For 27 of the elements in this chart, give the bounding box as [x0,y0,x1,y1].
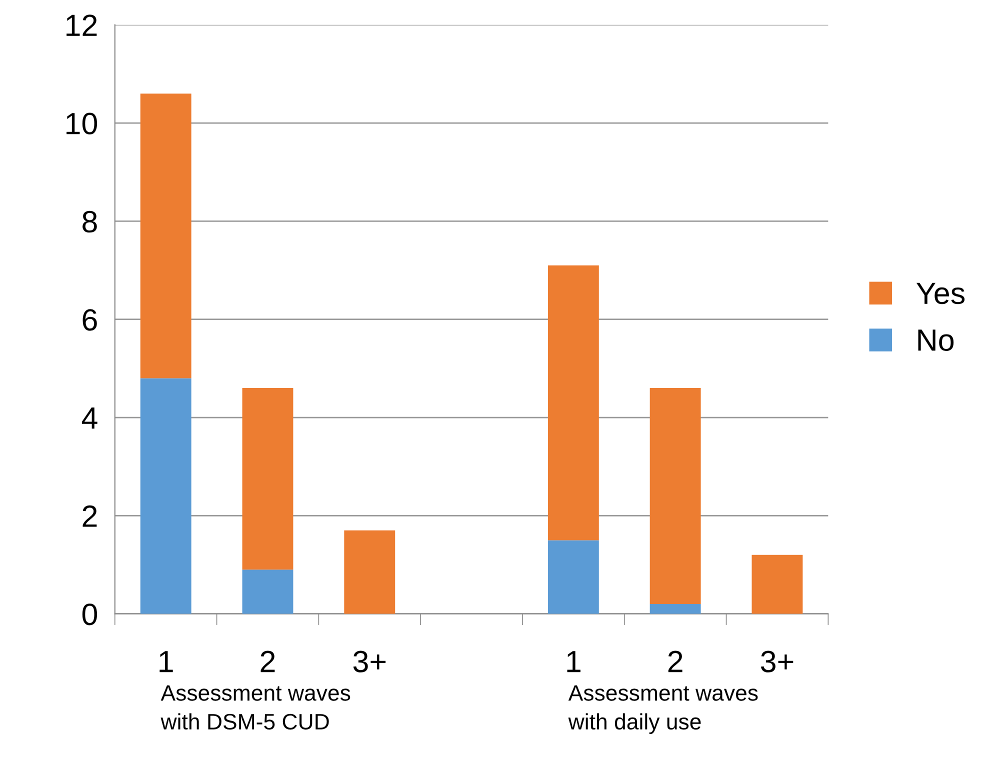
bar [650,604,701,614]
text: Assessment waves with daily use [568,685,758,734]
legend-label: Yes [916,282,965,304]
bar [242,570,294,614]
x-tick-label: 1 [160,651,173,672]
x-tick-label: 2 [260,650,275,672]
y-tick-label: 12 [66,14,97,36]
y-tick-label: 2 [82,505,97,527]
bar [548,540,599,614]
bar [242,388,294,570]
bar [548,265,599,540]
bar [140,94,192,378]
x-tick-label: 1 [567,651,580,672]
legend-label: No [918,330,954,351]
x-tick-label: 2 [668,650,682,672]
y-tick-label: 8 [82,210,97,233]
y-tick-label: 4 [82,408,98,429]
bar [344,530,396,614]
text: Assessment waves with DSM-5 CUD [160,685,350,730]
y-tick-label: 6 [82,309,97,331]
y-tick-label: 0 [82,604,98,626]
x-tick-label: 3+ [760,650,794,672]
bar [752,554,803,614]
bar [140,378,192,614]
x-tick-label: 3+ [353,650,386,672]
y-tick-label: 10 [66,112,98,134]
bar [650,388,701,604]
